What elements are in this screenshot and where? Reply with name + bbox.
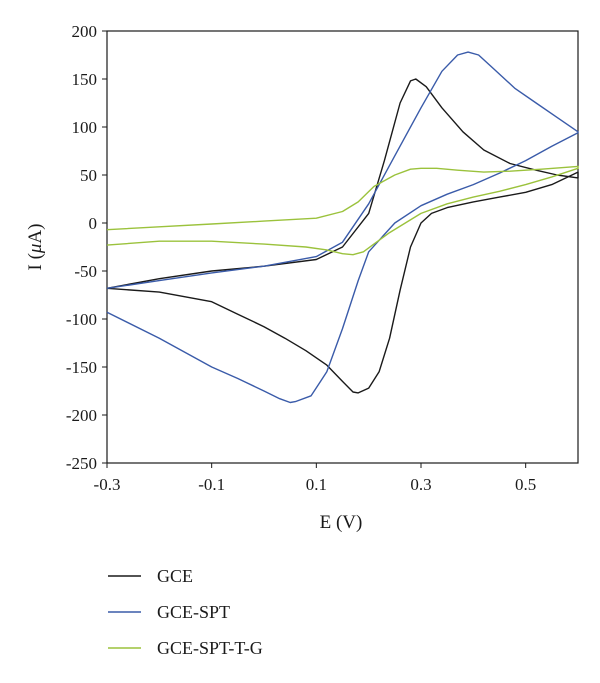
series-line-gce-spt xyxy=(106,51,579,404)
legend-label: GCE xyxy=(157,566,193,586)
x-tick-label: 0.1 xyxy=(306,475,327,494)
series-line-gce xyxy=(106,78,579,394)
y-axis-label-prefix: I ( xyxy=(25,253,46,270)
y-tick-label: -50 xyxy=(74,262,97,281)
plot-area xyxy=(106,30,579,464)
y-axis-label-mu: μ xyxy=(25,244,46,255)
x-tick-label: 0.5 xyxy=(515,475,536,494)
y-tick-label: 150 xyxy=(72,70,98,89)
y-tick-label: -100 xyxy=(66,310,97,329)
legend-label: GCE-SPT-T-G xyxy=(157,638,263,658)
y-axis-label-suffix: A) xyxy=(25,223,46,243)
y-axis-label: I (μA) xyxy=(25,223,46,270)
y-tick-label: -250 xyxy=(66,454,97,473)
legend-label: GCE-SPT xyxy=(157,602,230,622)
y-tick-label: 200 xyxy=(72,22,98,41)
y-axis-ticks: -250 -200 -150 -100 -50 0 50 100 150 200 xyxy=(66,22,107,473)
x-tick-label: 0.3 xyxy=(410,475,431,494)
y-tick-label: 100 xyxy=(72,118,98,137)
plot-frame xyxy=(106,30,579,464)
legend: GCE GCE-SPT GCE-SPT-T-G xyxy=(108,566,263,658)
y-tick-label: -150 xyxy=(66,358,97,377)
x-tick-label: -0.3 xyxy=(94,475,121,494)
y-tick-label: -200 xyxy=(66,406,97,425)
y-tick-label: 50 xyxy=(80,166,97,185)
series-curves xyxy=(106,51,579,404)
y-tick-label: 0 xyxy=(89,214,98,233)
series-line-gce-spt-t-g xyxy=(106,165,579,256)
x-tick-label: -0.1 xyxy=(198,475,225,494)
x-axis-ticks: -0.3 -0.1 0.1 0.3 0.5 xyxy=(94,463,536,494)
x-axis-label: E (V) xyxy=(320,512,363,533)
